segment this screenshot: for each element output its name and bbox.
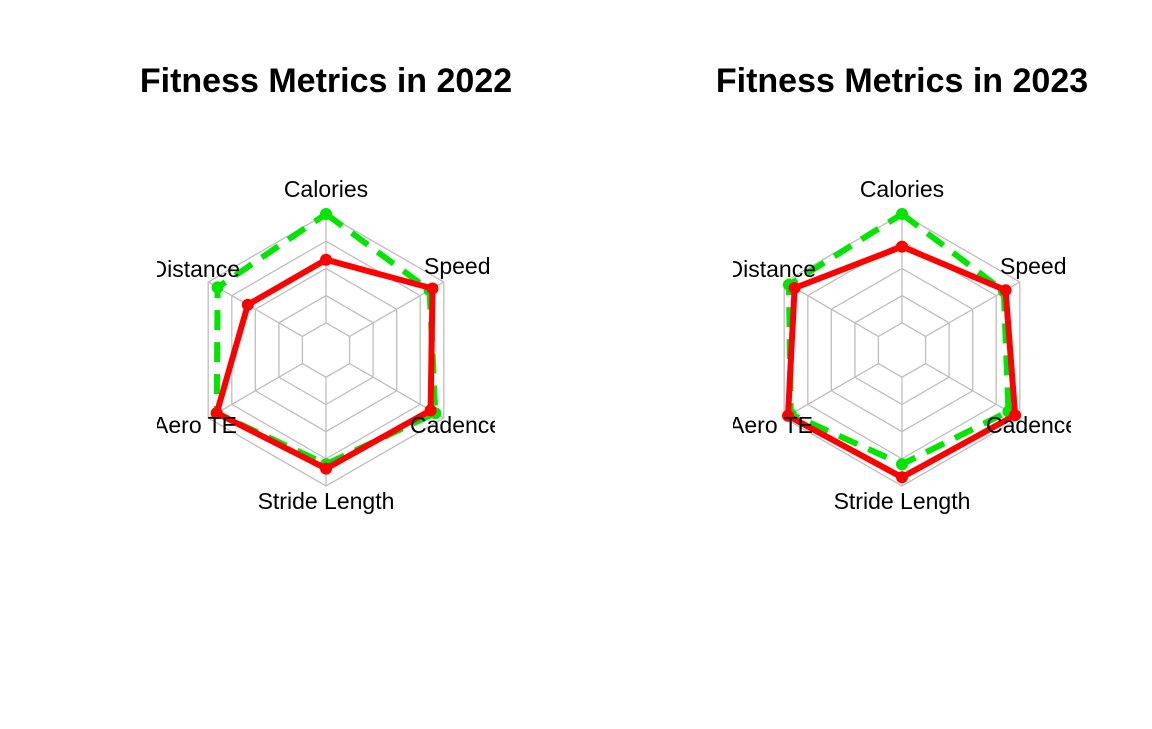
radar-plot-area: Calories Speed Cadence Stride Length Aer…: [727, 176, 1078, 514]
data-point-cadence: [424, 404, 437, 417]
axis-label-stride-length: Stride Length: [258, 488, 395, 514]
radar-plot-area: Calories Speed Cadence Stride Length Aer…: [151, 176, 502, 514]
axis-label-stride-length: Stride Length: [834, 488, 971, 514]
axis-label-cadence: Cadence: [986, 412, 1078, 438]
radar-grid: [207, 213, 445, 487]
spoke-aero-te: [207, 363, 303, 419]
data-point-speed: [426, 282, 439, 295]
data-point-distance: [211, 281, 224, 294]
axis-label-distance: Distance: [151, 256, 240, 282]
data-point-speed: [999, 284, 1012, 297]
data-point-aero-te: [210, 407, 223, 420]
axis-label-calories: Calories: [284, 176, 368, 202]
chart-title: Fitness Metrics in 2022: [140, 62, 512, 100]
axis-labels: Calories Speed Cadence Stride Length Aer…: [727, 176, 1078, 514]
chart-title: Fitness Metrics in 2023: [716, 62, 1088, 100]
axis-label-speed: Speed: [1000, 253, 1067, 279]
axis-label-cadence: Cadence: [410, 412, 502, 438]
data-point-stride-length: [896, 471, 908, 484]
data-point-distance: [241, 298, 254, 311]
axis-label-calories: Calories: [860, 176, 944, 202]
data-point-calories: [320, 253, 332, 266]
radar-series-group: [210, 208, 442, 475]
data-point-aero-te: [782, 409, 794, 422]
axis-label-aero-te: Aero TE: [153, 412, 237, 438]
axis-label-aero-te: Aero TE: [729, 412, 813, 438]
radar-panel-2022: Fitness Metrics in 2022 Calories Speed C…: [140, 62, 512, 514]
radar-series-2: [210, 253, 439, 475]
data-point-calories: [896, 240, 908, 253]
axis-label-distance: Distance: [727, 256, 816, 282]
axis-label-speed: Speed: [424, 253, 491, 279]
axis-labels: Calories Speed Cadence Stride Length Aer…: [151, 176, 502, 514]
spoke-aero-te: [783, 363, 879, 419]
data-point-calories: [896, 208, 908, 220]
data-point-distance: [788, 282, 801, 294]
data-point-stride-length: [320, 462, 332, 475]
data-point-stride-length: [896, 458, 908, 471]
data-point-calories: [320, 208, 332, 220]
spoke-distance: [207, 281, 303, 337]
radar-series-group: [782, 208, 1022, 484]
radar-series-2: [782, 240, 1022, 484]
data-point-cadence: [1009, 409, 1022, 422]
radar-panel-2023: Fitness Metrics in 2023 Calories Speed C…: [716, 62, 1088, 514]
spoke-distance: [783, 281, 879, 337]
